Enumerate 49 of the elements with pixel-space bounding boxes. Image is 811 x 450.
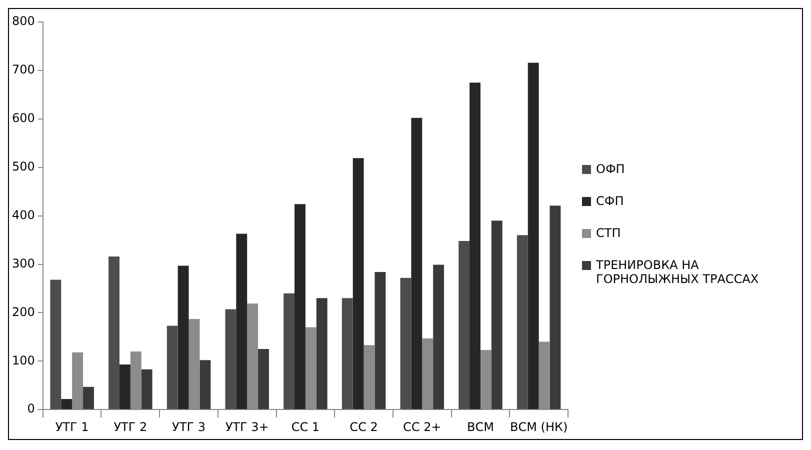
bar (352, 158, 364, 410)
legend-label: СФП (596, 194, 624, 208)
bar (141, 369, 152, 410)
y-tick-label: 500 (12, 159, 35, 174)
x-tick-label: УТГ 3+ (225, 420, 269, 434)
bar (316, 298, 328, 410)
bar (200, 360, 211, 410)
bar (294, 204, 306, 410)
bar (516, 235, 528, 410)
legend-label: ОФП (596, 162, 625, 176)
bar (83, 386, 94, 410)
bar (433, 264, 444, 410)
bar (374, 272, 386, 410)
y-tick-label: 400 (12, 208, 35, 222)
bar (236, 234, 248, 410)
x-tick-label: СС 1 (291, 420, 320, 434)
bar (458, 240, 470, 410)
bar (119, 364, 130, 410)
bar (284, 293, 295, 410)
bar (50, 280, 62, 410)
legend-label: ТРЕНИРОВКА НА ГОРНОЛЫЖНЫХ ТРАССАХ (596, 258, 760, 286)
x-tick-label: ВСМ (НК) (510, 420, 568, 434)
bar (411, 118, 422, 410)
bar (342, 298, 353, 410)
bar (108, 256, 120, 410)
x-tick-label: СС 2 (350, 420, 378, 434)
bar (166, 326, 178, 410)
bar (258, 349, 269, 410)
x-tick-label: УТГ 1 (55, 420, 89, 434)
y-tick-label: 100 (12, 353, 35, 368)
y-tick-label: 200 (12, 304, 35, 319)
bar (550, 206, 561, 410)
x-tick-label: СС 2+ (403, 420, 442, 434)
y-tick-label: 800 (12, 14, 35, 28)
x-tick-label: ВСМ (467, 420, 494, 434)
legend-label: СТП (596, 226, 621, 240)
bar (178, 266, 189, 410)
y-tick-label: 600 (12, 111, 35, 126)
bar (225, 309, 236, 410)
bar (61, 398, 72, 410)
x-tick-label: УТГ 2 (114, 420, 148, 434)
bar (400, 278, 412, 410)
bar (470, 82, 480, 410)
y-tick-label: 300 (12, 256, 35, 270)
bar (528, 62, 539, 410)
x-tick-label: УТГ 3 (172, 420, 206, 434)
y-tick-label: 700 (12, 62, 35, 77)
bar (491, 220, 502, 410)
y-tick-label: 0 (27, 402, 35, 416)
